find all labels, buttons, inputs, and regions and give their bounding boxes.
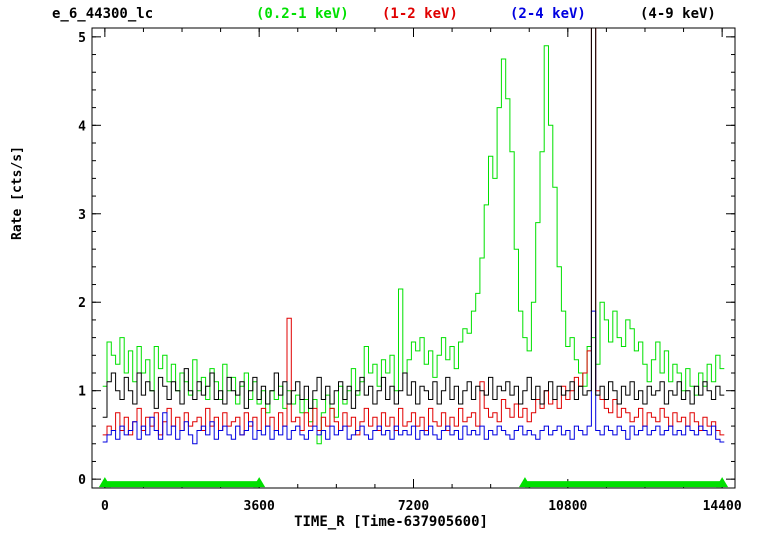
gti-marker bbox=[98, 477, 111, 488]
y-tick-label: 5 bbox=[78, 31, 86, 46]
gti-marker bbox=[716, 477, 729, 488]
y-tick-label: 1 bbox=[78, 385, 86, 400]
y-tick-label: 2 bbox=[78, 296, 86, 311]
series-line-medium bbox=[102, 28, 725, 436]
x-tick-label: 3600 bbox=[244, 499, 275, 514]
x-tick-label: 10800 bbox=[548, 499, 587, 514]
legend-ultra-band: (4-9 keV) bbox=[640, 6, 716, 22]
x-tick-label: 7200 bbox=[398, 499, 429, 514]
legend-soft-band: (0.2-1 keV) bbox=[256, 6, 349, 22]
y-axis-label: Rate [cts/s] bbox=[10, 146, 25, 240]
legend-medium-band: (1-2 keV) bbox=[382, 6, 458, 22]
y-tick-label: 0 bbox=[78, 473, 86, 488]
series-line-soft bbox=[102, 45, 725, 445]
y-tick-label: 4 bbox=[78, 119, 86, 134]
series-line-ultra bbox=[102, 28, 725, 418]
x-tick-label: 0 bbox=[101, 499, 109, 514]
gti-band bbox=[104, 481, 260, 488]
y-tick-label: 3 bbox=[78, 208, 86, 223]
legend-hard-band: (2-4 keV) bbox=[510, 6, 586, 22]
x-tick-label: 14400 bbox=[703, 499, 742, 514]
gti-marker bbox=[253, 477, 266, 488]
chart-title: e_6_44300_lc bbox=[52, 6, 154, 22]
series-line-hard bbox=[102, 310, 725, 445]
gti-band bbox=[524, 481, 723, 488]
gti-marker bbox=[518, 477, 531, 488]
x-axis-label: TIME_R [Time-637905600] bbox=[294, 514, 488, 530]
